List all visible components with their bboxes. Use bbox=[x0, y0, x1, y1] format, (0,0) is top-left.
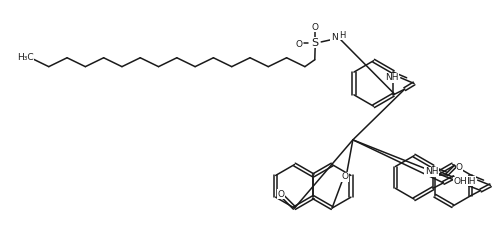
Text: NH: NH bbox=[385, 73, 399, 82]
Text: NH: NH bbox=[425, 168, 438, 176]
Text: O: O bbox=[312, 22, 319, 32]
Text: H: H bbox=[339, 30, 345, 40]
Text: O: O bbox=[342, 172, 349, 182]
Text: H₃C: H₃C bbox=[17, 53, 33, 62]
Text: O: O bbox=[456, 162, 463, 172]
Text: NH: NH bbox=[462, 176, 475, 186]
Text: S: S bbox=[312, 38, 319, 48]
Text: O: O bbox=[277, 190, 284, 199]
Text: OH: OH bbox=[453, 177, 467, 186]
Text: N: N bbox=[331, 34, 338, 42]
Text: O: O bbox=[296, 40, 303, 50]
